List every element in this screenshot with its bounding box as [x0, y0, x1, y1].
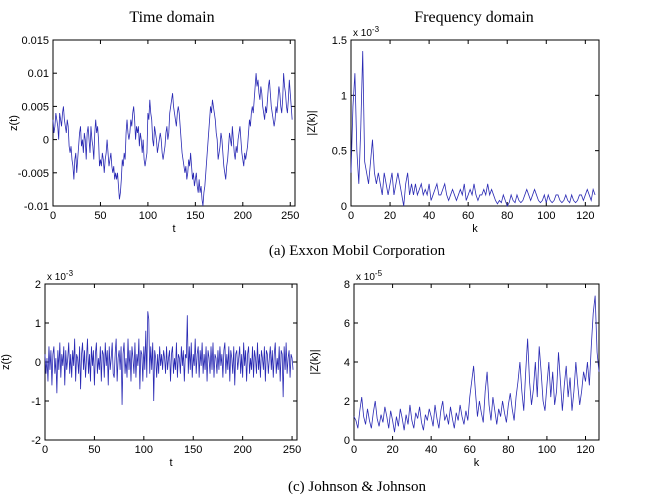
x-axis-label: k	[474, 457, 480, 469]
y-tick-label: 0.01	[28, 68, 49, 80]
axes-box	[52, 39, 296, 207]
x-tick-label: 120	[576, 444, 594, 456]
y-tick-label: 0	[43, 135, 49, 147]
x-tick-label: 40	[425, 444, 437, 456]
x-tick-label: 100	[538, 444, 556, 456]
series-line	[350, 51, 596, 207]
y-tick-label: 6	[344, 318, 350, 330]
y-tick-label: 4	[344, 357, 350, 369]
x-tick-label: 60	[462, 210, 474, 222]
y-tick-label: 0.5	[332, 146, 347, 158]
x-tick-label: 100	[537, 210, 555, 222]
y-tick-label: 0.005	[21, 101, 49, 113]
x-tick-label: 250	[283, 444, 301, 456]
x-tick-label: 80	[502, 444, 514, 456]
y-tick-label: 0.015	[21, 35, 49, 47]
x-tick-label: 60	[464, 444, 476, 456]
series-line	[52, 73, 293, 207]
y-tick-label: 2	[35, 279, 41, 291]
y-tick-label: 8	[344, 279, 350, 291]
plot-exxon-time: 0 50 100 150 200 250 -0.01 -0.005 0 0.005 0.01 0.01…	[8, 35, 299, 235]
series-line	[353, 295, 600, 433]
y-exponent-power: -3	[372, 25, 380, 34]
y-tick-label: 1	[341, 90, 347, 102]
y-exponent-label: x 10-5	[356, 269, 383, 283]
y-exponent-power: -3	[66, 269, 74, 278]
y-exponent-power: -5	[375, 269, 383, 278]
x-tick-label: 200	[233, 444, 251, 456]
column-title-frequency: Frequency domain	[414, 9, 534, 26]
x-tick-label: 80	[501, 210, 513, 222]
plot-jnj-frequency: 0 20 40 60 80 100 120 0 2 4 6 8 x 10-5 k |Z(k)|	[309, 269, 600, 469]
caption-exxon: (a) Exxon Mobil Corporation	[269, 243, 446, 259]
y-exponent-label: x 10-3	[47, 269, 74, 283]
x-axis-label: t	[172, 223, 175, 235]
x-axis-label: k	[472, 223, 478, 235]
x-tick-label: 200	[234, 210, 252, 222]
x-tick-label: 40	[423, 210, 435, 222]
series-line	[44, 311, 294, 405]
y-tick-label: 0	[35, 357, 41, 369]
x-tick-label: 0	[50, 210, 56, 222]
x-tick-label: 50	[88, 444, 100, 456]
y-axis-label: |Z(k)|	[309, 349, 321, 374]
x-tick-label: 100	[135, 444, 153, 456]
y-tick-label: -0.005	[18, 168, 49, 180]
axes-box	[350, 39, 600, 207]
x-tick-label: 20	[386, 444, 398, 456]
column-title-time: Time domain	[129, 9, 214, 26]
y-tick-label: -1	[31, 396, 41, 408]
x-tick-label: 150	[184, 444, 202, 456]
y-tick-label: -2	[31, 435, 41, 447]
y-tick-label: 1.5	[332, 35, 347, 47]
plot-jnj-time: 0 50 100 150 200 250 -2 -1 0 1 2 x 10-3 t z(t)	[0, 269, 301, 469]
x-axis-label: t	[169, 457, 172, 469]
x-tick-label: 20	[384, 210, 396, 222]
x-tick-label: 120	[576, 210, 594, 222]
y-axis-label: z(t)	[8, 115, 20, 131]
x-tick-label: 100	[139, 210, 157, 222]
plot-exxon-frequency: 0 20 40 60 80 100 120 0 0.5 1 1.5 x 10-3 k |Z(k)|	[306, 25, 600, 235]
y-tick-label: 0	[344, 435, 350, 447]
y-tick-label: 1	[35, 318, 41, 330]
y-exponent-label: x 10-3	[353, 25, 380, 39]
axes-box	[353, 283, 600, 441]
x-tick-label: 250	[281, 210, 299, 222]
x-tick-label: 50	[94, 210, 106, 222]
x-tick-label: 150	[186, 210, 204, 222]
x-tick-label: 0	[42, 444, 48, 456]
y-axis-label: z(t)	[0, 354, 12, 370]
x-tick-label: 0	[351, 444, 357, 456]
caption-jnj: (c) Johnson & Johnson	[288, 479, 426, 495]
y-axis-label: |Z(k)|	[306, 110, 318, 135]
y-tick-label: 2	[344, 396, 350, 408]
y-tick-label: 0	[341, 201, 347, 213]
y-tick-label: -0.01	[24, 201, 49, 213]
x-tick-label: 0	[348, 210, 354, 222]
